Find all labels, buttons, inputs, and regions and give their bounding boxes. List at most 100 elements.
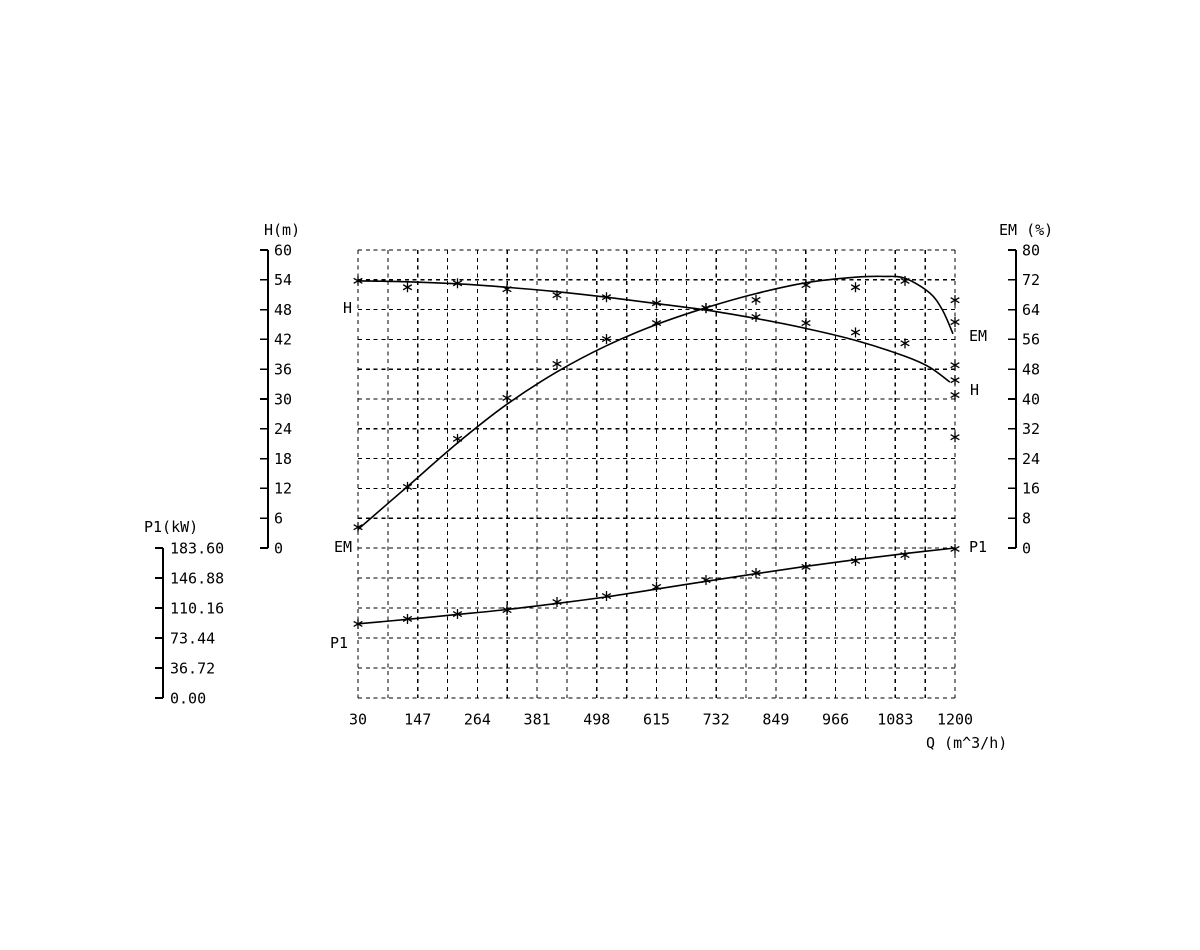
marker-p1: [601, 592, 612, 600]
marker-h: [452, 280, 463, 287]
curve-em: [357, 275, 954, 530]
marker-em: [651, 319, 662, 327]
em-axis-tick-label: 8: [1022, 509, 1031, 527]
marker-p1: [353, 620, 363, 628]
em-axis-tick-label: 24: [1022, 450, 1040, 468]
marker-em: [402, 483, 413, 490]
x-axis-tick-label: 381: [524, 710, 551, 728]
curve-label-h-left: H: [342, 299, 352, 317]
p1-axis-tick-label: 73.44: [170, 629, 215, 647]
series-h: [353, 275, 951, 383]
marker-p1: [950, 545, 960, 552]
curve-label-em-left: EM: [333, 538, 352, 556]
marker-em: [850, 284, 861, 291]
axes: 6054484236302418126080726456484032241680…: [155, 241, 1040, 728]
grid: [357, 249, 956, 699]
marker-h: [651, 300, 662, 307]
h-axis-tick-label: 54: [274, 271, 292, 289]
marker-p1: [452, 610, 463, 618]
marker-h: [552, 292, 562, 299]
marker-em: [751, 296, 761, 303]
marker-p1: [801, 563, 811, 571]
h-axis-tick-label: 6: [274, 509, 283, 527]
em-axis-tick-label: 56: [1022, 331, 1040, 349]
h-axis-tick-label: 24: [274, 420, 292, 438]
edge-marker: [950, 362, 960, 369]
em-axis-tick-label: 48: [1022, 360, 1040, 378]
p1-axis-tick-label: 36.72: [170, 659, 215, 677]
curve-label-em-right: EM: [969, 327, 988, 345]
curve-label-h-right: H: [970, 381, 980, 399]
x-axis-tick-label: 498: [583, 710, 610, 728]
p1-axis-tick-label: 183.60: [170, 539, 224, 557]
em-axis-tick-label: 32: [1022, 420, 1040, 438]
em-axis-tick-label: 64: [1022, 301, 1040, 319]
series-p1: [353, 543, 960, 629]
x-axis-tick-label: 615: [643, 710, 670, 728]
marker-h: [601, 294, 612, 301]
series-em: [353, 275, 954, 533]
edge-marker: [950, 377, 960, 384]
h-axis-tick-label: 0: [274, 539, 283, 557]
em-axis-tick-label: 80: [1022, 241, 1040, 259]
marker-em: [502, 394, 512, 401]
p1-axis-tick-label: 0.00: [170, 689, 206, 707]
x-axis-tick-label: 849: [762, 710, 789, 728]
marker-em: [701, 305, 711, 312]
marker-h: [801, 319, 811, 327]
em-axis-tick-label: 72: [1022, 271, 1040, 289]
h-axis-title: H(m): [264, 221, 301, 239]
h-axis-tick-label: 42: [274, 331, 292, 349]
p1-axis-tick-label: 146.88: [170, 569, 224, 587]
marker-h: [502, 286, 512, 293]
marker-h: [353, 277, 363, 284]
x-axis-tick-label: 1083: [877, 710, 913, 728]
marker-p1: [751, 569, 761, 577]
x-axis-tick-label: 1200: [937, 710, 973, 728]
em-axis-tick-label: 40: [1022, 390, 1040, 408]
marker-h: [900, 340, 910, 347]
marker-p1: [552, 598, 562, 606]
x-axis-tick-label: 30: [349, 710, 367, 728]
marker-em: [801, 281, 811, 289]
p1-axis-tick-label: 110.16: [170, 599, 224, 617]
marker-p1: [701, 576, 711, 584]
marker-p1: [651, 583, 662, 591]
marker-p1: [502, 606, 512, 614]
edge-marker: [950, 318, 960, 326]
q-axis-title: Q (m^3/h): [926, 734, 1008, 752]
marker-p1: [900, 551, 910, 559]
h-axis-tick-label: 48: [274, 301, 292, 319]
edge-marker: [950, 297, 960, 304]
marker-em: [353, 524, 363, 531]
x-axis-tick-label: 147: [404, 710, 431, 728]
x-axis-tick-label: 966: [822, 710, 849, 728]
h-axis-tick-label: 18: [274, 450, 292, 468]
marker-p1: [402, 615, 413, 623]
p1-axis-title: P1(kW): [144, 518, 199, 536]
x-axis-tick-label: 732: [703, 710, 730, 728]
marker-p1: [850, 557, 861, 565]
marker-em: [601, 335, 612, 343]
em-axis-tick-label: 0: [1022, 539, 1031, 557]
edge-marker: [950, 391, 960, 399]
curve-h: [357, 279, 951, 383]
h-axis-tick-label: 60: [274, 241, 292, 259]
h-axis-tick-label: 12: [274, 480, 292, 498]
marker-em: [900, 277, 910, 284]
marker-h: [751, 313, 761, 321]
em-axis-tick-label: 16: [1022, 480, 1040, 498]
em-axis-title: EM (%): [999, 221, 1054, 239]
h-axis-tick-label: 36: [274, 360, 292, 378]
curve-label-p1-right: P1: [969, 538, 988, 556]
edge-markers: [950, 295, 960, 443]
edge-marker: [950, 434, 960, 441]
marker-em: [552, 360, 562, 368]
curve-label-p1-left: P1: [329, 634, 348, 652]
marker-h: [850, 329, 861, 336]
marker-h: [402, 284, 413, 291]
x-axis-tick-label: 264: [464, 710, 491, 728]
h-axis-tick-label: 30: [274, 390, 292, 408]
